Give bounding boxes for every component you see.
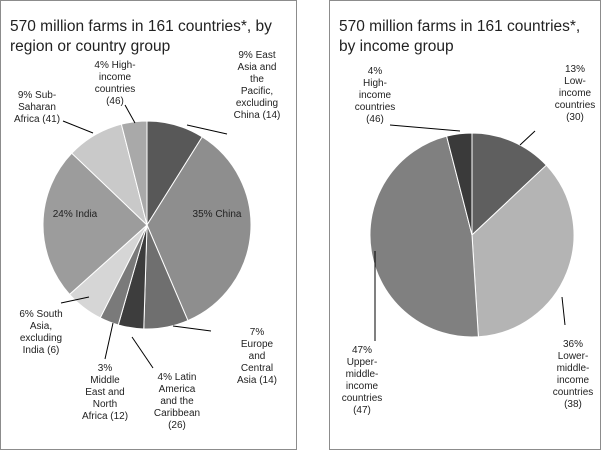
slice-label-4-latin-america-and-the-caribbean-26: 4% Latin America and the Caribbean (26) — [154, 372, 200, 431]
pie-slice-35-china — [146, 136, 252, 322]
pie-slice-13-low-income-countries-30 — [471, 132, 548, 237]
pie-slice-4-high-income-countries-46 — [446, 132, 473, 236]
slice-label-9-east-asia-and-the-pacific-excluding-china-14: 9% East Asia and the Pacific, excluding China… — [234, 50, 281, 121]
chart-panel-region: 570 million farms in 161 countries*, by … — [0, 0, 297, 450]
leader-line-6-south-asia-excluding-india-6 — [60, 296, 90, 304]
leader-line-4-high-income-countries-46 — [124, 104, 136, 124]
slice-label-6-south-asia-excluding-india-6: 6% South Asia, excluding India (6) — [19, 309, 62, 356]
pie-slice-24-india — [42, 152, 148, 296]
slice-label-47-upper-middle-income-countries-47: 47% Upper-middle-income countries (47) — [342, 345, 383, 416]
slice-label-24-india: 24% India — [53, 209, 98, 220]
leader-line-7-europe-and-central-asia-14 — [172, 325, 212, 332]
leader-line-3-middle-east-and-north-africa-12 — [104, 322, 114, 360]
slice-label-36-lower-middle-income-countries-38: 36% Lower-middle-income countries (38) — [553, 339, 594, 410]
leader-line-9-sub-saharan-africa-41 — [62, 120, 94, 134]
chart-title-region: 570 million farms in 161 countries*, by … — [10, 18, 272, 55]
slice-label-4-high-income-countries-46: 4% High-income countries (46) — [94, 60, 135, 107]
leader-line-13-low-income-countries-30 — [519, 130, 536, 146]
leader-line-9-east-asia-and-the-pacific-excluding-china-14 — [186, 124, 228, 135]
leader-line-4-high-income-countries-46 — [389, 124, 461, 132]
chart-panel-income: 570 million farms in 161 countries*, by … — [329, 0, 601, 450]
slice-label-9-sub-saharan-africa-41: 9% Sub-Saharan Africa (41) — [14, 90, 60, 125]
pie-slice-47-upper-middle-income-countries-47 — [369, 135, 479, 338]
slice-label-35-china: 35% China — [193, 209, 242, 220]
pie-chart-region: 9% East Asia and the Pacific, excluding China… — [14, 50, 281, 431]
slice-label-3-middle-east-and-north-africa-12: 3% Middle East and North Africa (12) — [82, 363, 128, 422]
pie-chart-income: 13% Low-income countries (30) 36% Lower-middl… — [342, 64, 596, 416]
slice-label-13-low-income-countries-30: 13% Low-income countries (30) — [555, 64, 596, 123]
pie-slice-36-lower-middle-income-countries-38 — [471, 164, 575, 338]
leader-line-4-latin-america-and-the-caribbean-26 — [131, 336, 154, 369]
leader-line-36-lower-middle-income-countries-38 — [561, 296, 566, 326]
chart-title-income: 570 million farms in 161 countries*, by … — [339, 18, 581, 55]
slice-label-7-europe-and-central-asia-14: 7% Europe and Central Asia (14) — [237, 327, 277, 386]
slice-label-4-high-income-countries-46: 4% High-income countries (46) — [355, 66, 396, 125]
